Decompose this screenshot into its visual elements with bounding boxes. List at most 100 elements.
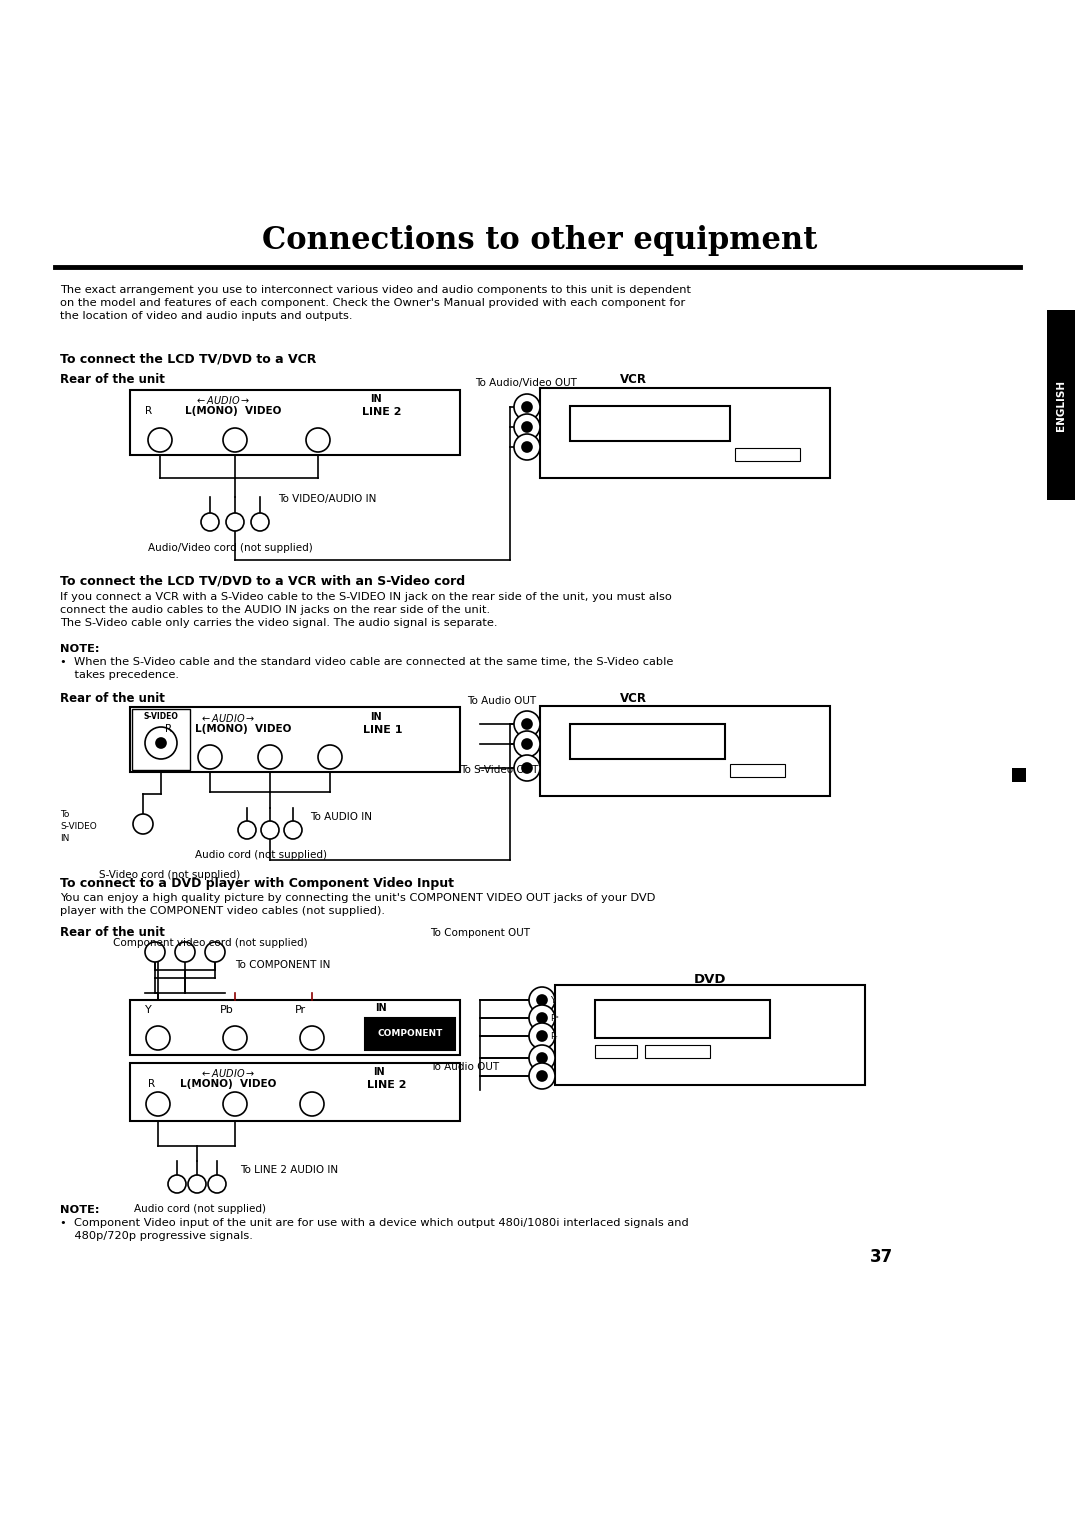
Text: You can enjoy a high quality picture by connecting the unit's COMPONENT VIDEO OU: You can enjoy a high quality picture by … [60, 893, 656, 916]
Circle shape [188, 1174, 206, 1193]
Text: DVD: DVD [693, 973, 726, 986]
Bar [645, 1044, 710, 1058]
Text: IN: IN [370, 394, 381, 405]
Circle shape [529, 1005, 555, 1031]
Text: R: R [148, 1080, 156, 1089]
Circle shape [148, 428, 172, 452]
Circle shape [522, 764, 532, 773]
Text: LINE 1: LINE 1 [363, 725, 403, 734]
Circle shape [529, 1044, 555, 1070]
Text: Pr: Pr [295, 1005, 306, 1015]
Text: ENGLISH: ENGLISH [1056, 379, 1066, 431]
Circle shape [522, 421, 532, 432]
Circle shape [514, 731, 540, 757]
Circle shape [300, 1026, 324, 1051]
Circle shape [201, 513, 219, 531]
Bar [540, 705, 831, 796]
Circle shape [284, 822, 302, 838]
Text: To LINE 2 AUDIO IN: To LINE 2 AUDIO IN [240, 1165, 338, 1174]
Text: $\leftarrow$AUDIO$\rightarrow$: $\leftarrow$AUDIO$\rightarrow$ [200, 712, 255, 724]
Circle shape [522, 441, 532, 452]
Text: $\leftarrow$AUDIO$\rightarrow$: $\leftarrow$AUDIO$\rightarrow$ [200, 1067, 255, 1080]
Text: To Audio/Video OUT: To Audio/Video OUT [475, 379, 577, 388]
Circle shape [300, 1092, 324, 1116]
Text: To Audio OUT: To Audio OUT [467, 696, 536, 705]
Circle shape [146, 1092, 170, 1116]
Text: R: R [165, 724, 172, 734]
Text: NOTE:: NOTE: [60, 1205, 99, 1215]
Circle shape [198, 745, 222, 770]
Circle shape [529, 1063, 555, 1089]
Text: 37: 37 [870, 1248, 893, 1266]
Circle shape [208, 1174, 226, 1193]
Bar [730, 764, 785, 777]
Text: LINE 2: LINE 2 [362, 408, 402, 417]
Text: Pb: Pb [220, 1005, 233, 1015]
Text: Audio/Video cord (not supplied): Audio/Video cord (not supplied) [148, 544, 313, 553]
Circle shape [146, 1026, 170, 1051]
Circle shape [514, 394, 540, 420]
Text: $\leftarrow$AUDIO$\rightarrow$: $\leftarrow$AUDIO$\rightarrow$ [195, 394, 251, 406]
Text: S-Video cord (not supplied): S-Video cord (not supplied) [99, 870, 241, 880]
Text: To connect to a DVD player with Component Video Input: To connect to a DVD player with Componen… [60, 876, 454, 890]
Bar [130, 1000, 460, 1055]
Text: Rear of the unit: Rear of the unit [60, 692, 165, 705]
Circle shape [133, 814, 153, 834]
Text: Pᵣ: Pᵣ [550, 1032, 557, 1041]
Circle shape [522, 719, 532, 728]
Circle shape [522, 402, 532, 412]
Text: S-VIDEO: S-VIDEO [144, 712, 178, 721]
Text: IN: IN [373, 1067, 384, 1077]
Text: If you connect a VCR with a S-Video cable to the S-VIDEO IN jack on the rear sid: If you connect a VCR with a S-Video cabl… [60, 592, 672, 629]
Circle shape [261, 822, 279, 838]
Circle shape [537, 1054, 546, 1063]
Circle shape [514, 754, 540, 780]
Circle shape [514, 712, 540, 738]
Bar [1012, 768, 1026, 782]
Circle shape [238, 822, 256, 838]
Circle shape [537, 1012, 546, 1023]
Text: Rear of the unit: Rear of the unit [60, 925, 165, 939]
Text: LINE 2: LINE 2 [367, 1080, 406, 1090]
Circle shape [145, 727, 177, 759]
Circle shape [258, 745, 282, 770]
Text: Pᵇ: Pᵇ [550, 1014, 558, 1023]
Text: Rear of the unit: Rear of the unit [60, 373, 165, 386]
Bar [130, 707, 460, 773]
Circle shape [537, 1070, 546, 1081]
Bar [1047, 310, 1075, 499]
Text: To Audio OUT: To Audio OUT [430, 1061, 499, 1072]
Text: Component video cord (not supplied): Component video cord (not supplied) [112, 938, 308, 948]
Circle shape [222, 428, 247, 452]
Text: To
S-VIDEO
IN: To S-VIDEO IN [60, 809, 97, 843]
Circle shape [522, 739, 532, 750]
Text: Y: Y [145, 1005, 152, 1015]
Text: •  When the S-Video cable and the standard video cable are connected at the same: • When the S-Video cable and the standar… [60, 657, 673, 680]
Text: The exact arrangement you use to interconnect various video and audio components: The exact arrangement you use to interco… [60, 286, 691, 321]
Text: To Component OUT: To Component OUT [430, 928, 530, 938]
Text: COMPONENT: COMPONENT [377, 1029, 443, 1038]
Circle shape [306, 428, 330, 452]
Circle shape [537, 1031, 546, 1041]
Circle shape [205, 942, 225, 962]
Text: NOTE:: NOTE: [60, 644, 99, 654]
Text: To VIDEO/AUDIO IN: To VIDEO/AUDIO IN [278, 495, 376, 504]
Bar [132, 709, 190, 770]
Circle shape [222, 1026, 247, 1051]
Text: L(MONO)  VIDEO: L(MONO) VIDEO [180, 1080, 276, 1089]
Circle shape [514, 414, 540, 440]
Text: VCR: VCR [620, 373, 647, 386]
Text: To connect the LCD TV/DVD to a VCR: To connect the LCD TV/DVD to a VCR [60, 353, 316, 365]
Text: To connect the LCD TV/DVD to a VCR with an S-Video cord: To connect the LCD TV/DVD to a VCR with … [60, 576, 465, 588]
Circle shape [156, 738, 166, 748]
Circle shape [529, 986, 555, 1012]
Text: VCR: VCR [620, 692, 647, 705]
Circle shape [251, 513, 269, 531]
Bar [365, 1019, 455, 1051]
Bar [735, 447, 800, 461]
Text: To AUDIO IN: To AUDIO IN [310, 812, 372, 822]
Bar [570, 406, 730, 441]
Circle shape [168, 1174, 186, 1193]
Bar [555, 985, 865, 1086]
Bar [130, 389, 460, 455]
